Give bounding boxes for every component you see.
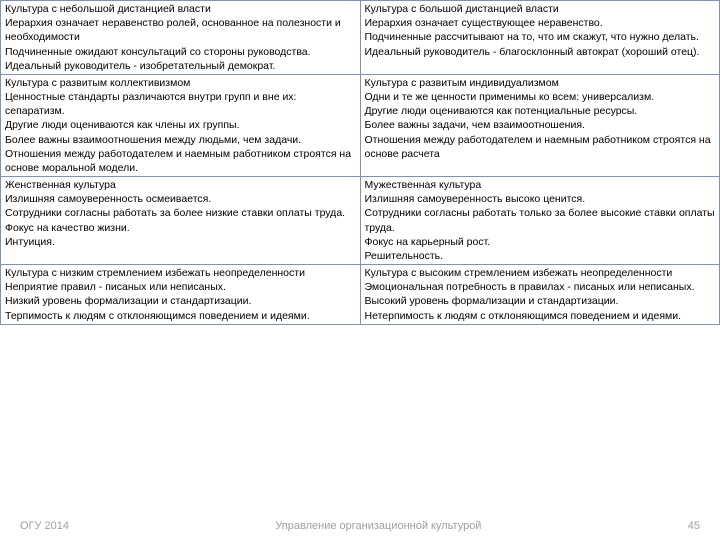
cell-left: Женственная культура Излишняя самоуверен… bbox=[1, 177, 361, 265]
cell-left: Культура с низким стремлением избежать н… bbox=[1, 265, 361, 325]
footer-left: ОГУ 2014 bbox=[20, 520, 69, 532]
footer-page-number: 45 bbox=[688, 520, 700, 532]
comparison-table: Культура с небольшой дистанцией власти И… bbox=[0, 0, 720, 325]
table-row: Женственная культура Излишняя самоуверен… bbox=[1, 177, 720, 265]
cell-left: Культура с небольшой дистанцией власти И… bbox=[1, 1, 361, 75]
cell-right: Культура с высоким стремлением избежать … bbox=[360, 265, 720, 325]
cell-left: Культура с развитым коллективизмом Ценно… bbox=[1, 74, 361, 176]
cell-right: Мужественная культура Излишняя самоувере… bbox=[360, 177, 720, 265]
cell-right: Культура с большой дистанцией власти Иер… bbox=[360, 1, 720, 75]
footer-center: Управление организационной культурой bbox=[69, 520, 688, 532]
table-row: Культура с небольшой дистанцией власти И… bbox=[1, 1, 720, 75]
table-row: Культура с низким стремлением избежать н… bbox=[1, 265, 720, 325]
table-body: Культура с небольшой дистанцией власти И… bbox=[1, 1, 720, 325]
cell-right: Культура с развитым индивидуализмом Одни… bbox=[360, 74, 720, 176]
footer: ОГУ 2014 Управление организационной куль… bbox=[0, 520, 720, 532]
table-row: Культура с развитым коллективизмом Ценно… bbox=[1, 74, 720, 176]
